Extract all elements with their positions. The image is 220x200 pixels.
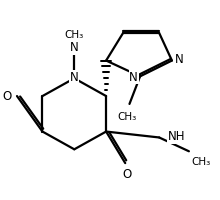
Text: O: O	[2, 90, 12, 103]
Text: N: N	[70, 71, 79, 84]
Text: N: N	[70, 41, 79, 54]
Text: N: N	[129, 71, 138, 84]
Text: CH₃: CH₃	[191, 157, 210, 167]
Text: NH: NH	[168, 130, 185, 143]
Text: O: O	[123, 168, 132, 181]
Text: N: N	[175, 53, 184, 66]
Text: CH₃: CH₃	[118, 112, 137, 122]
Text: CH₃: CH₃	[65, 30, 84, 40]
